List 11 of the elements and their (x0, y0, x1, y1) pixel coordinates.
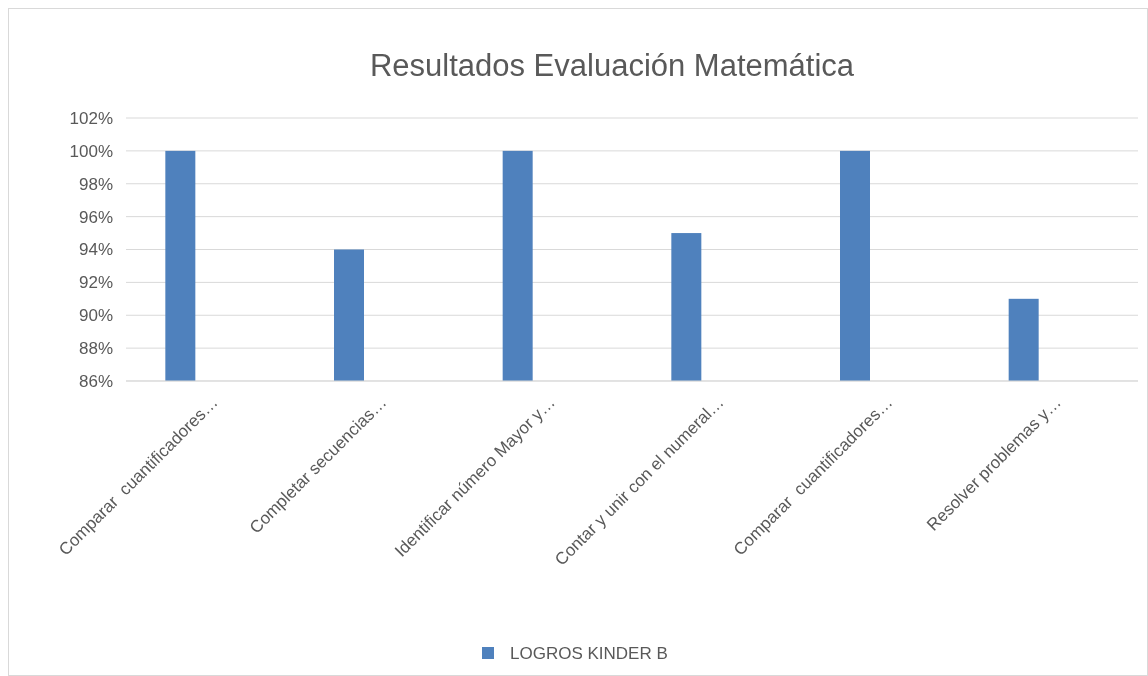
chart-title: Resultados Evaluación Matemática (369, 48, 855, 83)
y-tick-label: 102% (69, 108, 113, 128)
y-tick-label: 92% (78, 273, 113, 293)
y-tick-label: 90% (78, 306, 113, 326)
y-tick-label: 88% (78, 339, 113, 359)
y-tick-label: 94% (78, 240, 113, 260)
legend-label: LOGROS KINDER B (510, 643, 668, 663)
y-tick-label: 96% (78, 207, 113, 227)
y-tick-label: 86% (78, 371, 113, 391)
y-tick-label: 100% (69, 141, 113, 161)
y-tick-label: 98% (78, 174, 113, 194)
